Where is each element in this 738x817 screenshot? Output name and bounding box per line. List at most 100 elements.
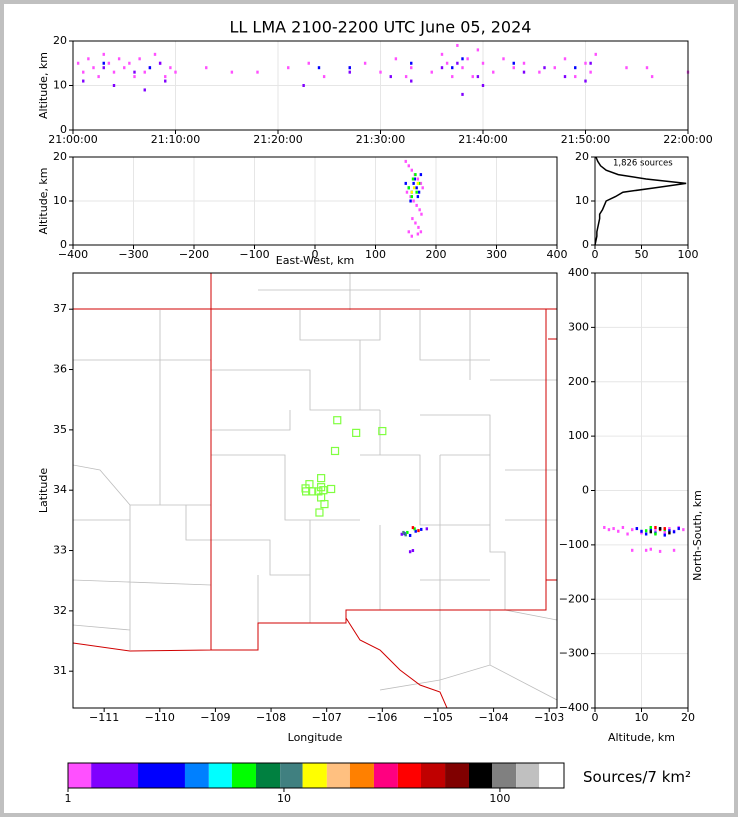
x-tick-label: 21:00:00	[48, 133, 97, 146]
colorbar-segment	[420, 763, 446, 788]
x-tick-label: −103	[534, 711, 564, 724]
source-point	[492, 70, 495, 74]
x-tick-label: −109	[200, 711, 230, 724]
y-tick-label: 20	[53, 150, 67, 163]
source-point	[230, 70, 234, 74]
y-tick-label: 20	[575, 150, 589, 163]
x-tick-label: −106	[367, 711, 397, 724]
y-tick-label: 0	[582, 484, 589, 497]
source-point	[123, 66, 126, 70]
x-tick-label: 21:40:00	[458, 133, 507, 146]
source-point	[148, 66, 152, 70]
y-tick-label: 35	[53, 423, 67, 436]
source-point	[631, 548, 634, 552]
source-point	[76, 61, 80, 65]
y-axis-label: Altitude, km	[37, 167, 50, 234]
source-point	[416, 177, 420, 181]
x-tick-label: −200	[179, 248, 209, 261]
source-point	[411, 549, 415, 553]
source-point	[640, 529, 643, 533]
source-point	[650, 75, 654, 79]
source-point	[394, 57, 398, 61]
y-tick-label: 33	[53, 544, 67, 557]
source-point	[413, 177, 417, 181]
y-tick-label: 10	[53, 194, 67, 207]
colorbar-segment	[302, 763, 327, 788]
source-point	[133, 70, 136, 74]
source-point	[649, 530, 652, 534]
source-point	[440, 52, 444, 56]
x-tick-label: −111	[89, 711, 119, 724]
source-point	[410, 79, 413, 83]
x-tick-label: −100	[239, 248, 269, 261]
source-point	[174, 70, 177, 74]
colorbar-segment	[445, 763, 469, 788]
y-tick-label: 32	[53, 604, 67, 617]
source-point	[649, 547, 652, 551]
station	[327, 484, 336, 494]
source-point	[563, 57, 567, 61]
source-point	[418, 208, 421, 212]
colorbar-segment	[231, 763, 256, 788]
colorbar-segment	[468, 763, 493, 788]
source-point	[256, 70, 259, 74]
source-point	[412, 199, 415, 203]
colorbar-segment	[91, 763, 139, 788]
y-tick-label: −400	[559, 701, 589, 714]
source-point	[420, 212, 423, 216]
source-point	[644, 532, 648, 536]
source-point	[410, 234, 413, 238]
source-point	[417, 529, 420, 533]
colorbar-segment	[208, 763, 232, 788]
source-point	[417, 181, 421, 185]
source-point	[112, 70, 116, 74]
source-point	[164, 79, 167, 83]
source-point	[461, 66, 464, 70]
y-tick-label: 400	[568, 266, 589, 279]
source-point	[143, 70, 146, 74]
source-point	[445, 61, 449, 65]
source-point	[407, 186, 410, 190]
source-point	[663, 529, 666, 533]
x-tick-label: −110	[145, 711, 175, 724]
colorbar-tick-label: 1	[65, 792, 72, 805]
source-point	[408, 550, 412, 554]
station	[317, 474, 326, 483]
x-tick-label: 21:50:00	[561, 133, 610, 146]
source-point	[410, 61, 413, 65]
x-tick-label: −104	[478, 711, 508, 724]
source-point	[668, 527, 671, 531]
colorbar-segment	[516, 763, 540, 788]
y-axis-label: North-South, km	[691, 490, 704, 581]
source-point	[672, 530, 676, 534]
source-point	[307, 61, 310, 65]
source-point	[574, 66, 577, 70]
colorbar-frame	[67, 762, 565, 789]
source-point	[663, 533, 666, 537]
source-point	[451, 75, 454, 79]
x-tick-label: 21:30:00	[356, 133, 405, 146]
source-point	[440, 66, 444, 70]
histogram-line	[594, 156, 687, 246]
source-point	[621, 525, 625, 529]
source-point	[416, 232, 420, 236]
station	[314, 487, 323, 496]
colorbar-segment	[326, 763, 350, 788]
colorbar-segment	[68, 763, 92, 788]
colorbar-label: Sources/7 km²	[583, 768, 691, 786]
source-point	[407, 164, 410, 168]
source-point	[205, 66, 208, 70]
source-point	[317, 66, 321, 70]
source-point	[409, 195, 412, 199]
source-point	[430, 70, 433, 74]
source-point	[584, 79, 587, 83]
source-point	[522, 61, 526, 65]
source-point	[408, 533, 412, 537]
source-point	[461, 92, 464, 96]
source-point	[87, 57, 90, 61]
source-point	[612, 527, 615, 531]
source-point	[287, 66, 290, 70]
station	[320, 499, 329, 509]
source-point	[404, 159, 407, 163]
